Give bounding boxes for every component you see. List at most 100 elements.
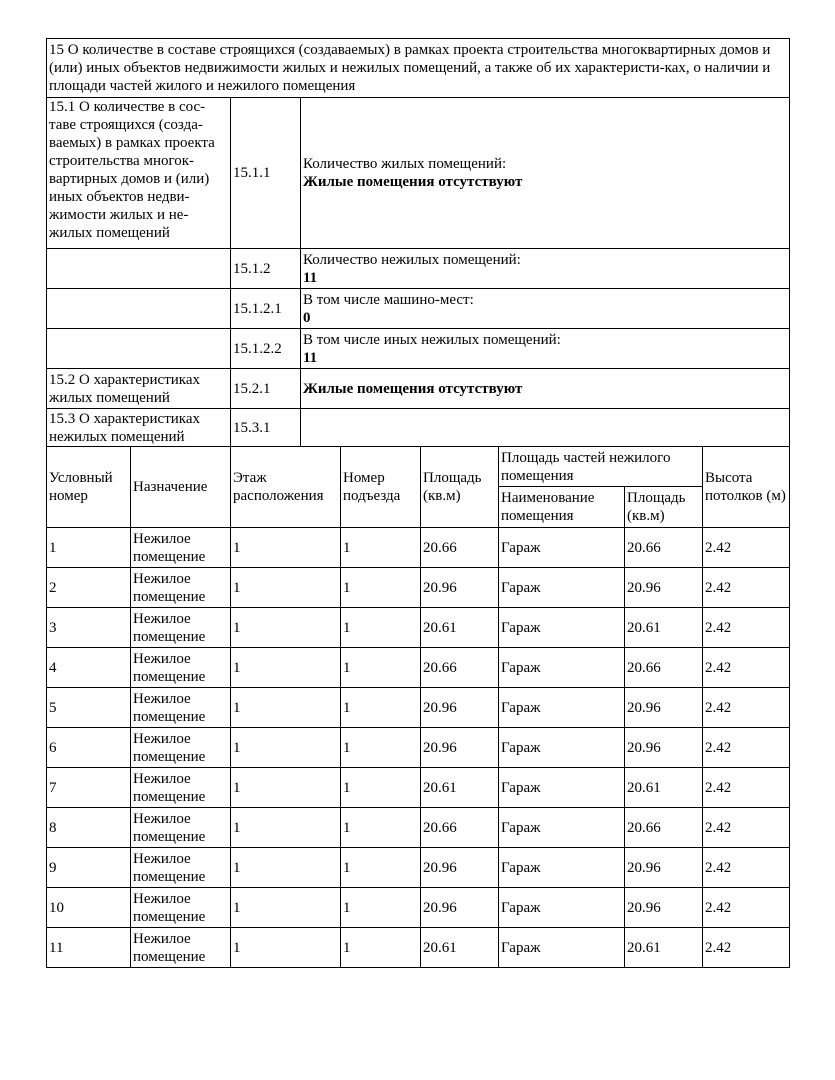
section-15-title: 15 О количестве в составе строящихся (со… <box>45 38 791 98</box>
table-row: 7 Нежилое помещение 1 1 20.61 Гараж 20.61 2.42 <box>46 767 790 808</box>
cell-area: 20.61 <box>420 927 499 968</box>
cell-purpose: Нежилое помещение <box>130 647 231 688</box>
cell-floor: 1 <box>230 527 341 568</box>
cell-floor: 1 <box>230 727 341 768</box>
header-area: Площадь (кв.м) <box>420 446 499 528</box>
cell-part-name: Гараж <box>498 927 625 968</box>
cell-num: 3 <box>46 607 131 648</box>
cell-floor: 1 <box>230 647 341 688</box>
cell-part-name: Гараж <box>498 887 625 928</box>
cell-purpose: Нежилое помещение <box>130 567 231 608</box>
cell-area: 20.96 <box>420 567 499 608</box>
code: 15.2.1 <box>230 368 301 409</box>
table-row: 3 Нежилое помещение 1 1 20.61 Гараж 20.61 2.42 <box>46 607 790 648</box>
table-row: 1 Нежилое помещение 1 1 20.66 Гараж 20.66 2.42 <box>46 527 790 568</box>
cell-purpose: Нежилое помещение <box>130 687 231 728</box>
cell-part-name: Гараж <box>498 767 625 808</box>
cell-num: 1 <box>46 527 131 568</box>
cell-purpose: Нежилое помещение <box>130 727 231 768</box>
nonresidential-premises-table: Условный номер Назначение Этаж расположе… <box>46 446 790 968</box>
cell-part-name: Гараж <box>498 567 625 608</box>
cell-part-name: Гараж <box>498 727 625 768</box>
header-height: Высота потолков (м) <box>702 446 790 528</box>
cell-area: 20.96 <box>420 847 499 888</box>
value: Жилые помещения отсутствуют <box>303 174 523 190</box>
cell-entrance: 1 <box>340 727 421 768</box>
cell-purpose: Нежилое помещение <box>130 607 231 648</box>
cell-area: 20.96 <box>420 727 499 768</box>
header-floor: Этаж расположения <box>230 446 341 528</box>
header-parts: Площадь частей нежилого помещения <box>498 446 703 487</box>
cell-num: 4 <box>46 647 131 688</box>
cell-purpose: Нежилое помещение <box>130 807 231 848</box>
cell-floor: 1 <box>230 567 341 608</box>
cell-purpose: Нежилое помещение <box>130 887 231 928</box>
cell-height: 2.42 <box>702 847 790 888</box>
cell-part-name: Гараж <box>498 647 625 688</box>
header-purpose: Назначение <box>130 446 231 528</box>
section-15-2-label: 15.2 О характеристиках жилых помещений <box>46 368 231 409</box>
cell-entrance: 1 <box>340 647 421 688</box>
cell-floor: 1 <box>230 607 341 648</box>
cell-entrance: 1 <box>340 527 421 568</box>
cell-num: 9 <box>46 847 131 888</box>
code: 15.1.2.2 <box>230 328 301 369</box>
label: В том числе машино-мест: <box>303 291 474 308</box>
cell-part-area: 20.61 <box>624 607 703 648</box>
residential-characteristics: Жилые помещения отсутствуют <box>299 368 791 409</box>
value: 11 <box>303 269 318 286</box>
code: 15.3.1 <box>230 408 301 447</box>
cell-floor: 1 <box>230 927 341 968</box>
cell-height: 2.42 <box>702 607 790 648</box>
cell-height: 2.42 <box>702 927 790 968</box>
cell-num: 7 <box>46 767 131 808</box>
cell-purpose: Нежилое помещение <box>130 767 231 808</box>
cell-entrance: 1 <box>340 687 421 728</box>
cell-height: 2.42 <box>702 647 790 688</box>
cell-floor: 1 <box>230 807 341 848</box>
cell-part-area: 20.96 <box>624 687 703 728</box>
cell-height: 2.42 <box>702 527 790 568</box>
cell-part-area: 20.96 <box>624 847 703 888</box>
cell-purpose: Нежилое помещение <box>130 927 231 968</box>
cell-part-name: Гараж <box>498 847 625 888</box>
cell-entrance: 1 <box>340 767 421 808</box>
cell-num: 11 <box>46 927 131 968</box>
cell-entrance: 1 <box>340 807 421 848</box>
value: 0 <box>303 309 311 326</box>
code: 15.1.1 <box>230 97 301 249</box>
section-15-1-label: 15.1 О количестве в сос-таве строящихся … <box>46 97 231 249</box>
table-row: 4 Нежилое помещение 1 1 20.66 Гараж 20.66 2.42 <box>46 647 790 688</box>
section-15-3-label: 15.3 О характеристиках нежилых помещений <box>46 408 231 447</box>
cell-part-area: 20.61 <box>624 767 703 808</box>
label: Количество жилых помещений: <box>303 156 507 172</box>
cell-area: 20.96 <box>420 687 499 728</box>
cell-entrance: 1 <box>340 847 421 888</box>
cell-floor: 1 <box>230 767 341 808</box>
cell-floor: 1 <box>230 847 341 888</box>
cell-part-name: Гараж <box>498 807 625 848</box>
cell-area: 20.66 <box>420 527 499 568</box>
cell-area: 20.61 <box>420 767 499 808</box>
cell-part-name: Гараж <box>498 687 625 728</box>
cell-part-area: 20.66 <box>624 527 703 568</box>
cell-part-area: 20.96 <box>624 727 703 768</box>
cell-num: 2 <box>46 567 131 608</box>
cell-entrance: 1 <box>340 887 421 928</box>
label: Количество нежилых помещений: <box>303 251 521 268</box>
cell-part-area: 20.96 <box>624 887 703 928</box>
nonresidential-count: Количество нежилых помещений: 11 <box>299 248 791 289</box>
cell-floor: 1 <box>230 687 341 728</box>
cell-area: 20.66 <box>420 647 499 688</box>
section-15-table: 15 О количестве в составе строящихся (со… <box>45 38 791 447</box>
table-row: 8 Нежилое помещение 1 1 20.66 Гараж 20.66 2.42 <box>46 807 790 848</box>
cell-part-area: 20.96 <box>624 567 703 608</box>
cell-entrance: 1 <box>340 607 421 648</box>
cell-part-name: Гараж <box>498 527 625 568</box>
table-row: 6 Нежилое помещение 1 1 20.96 Гараж 20.96 2.42 <box>46 727 790 768</box>
cell-area: 20.61 <box>420 607 499 648</box>
header-entrance: Номер подъезда <box>340 446 421 528</box>
header-part-name: Наименование помещения <box>498 486 625 528</box>
parking-count: В том числе машино-мест: 0 <box>299 288 791 329</box>
cell-num: 10 <box>46 887 131 928</box>
